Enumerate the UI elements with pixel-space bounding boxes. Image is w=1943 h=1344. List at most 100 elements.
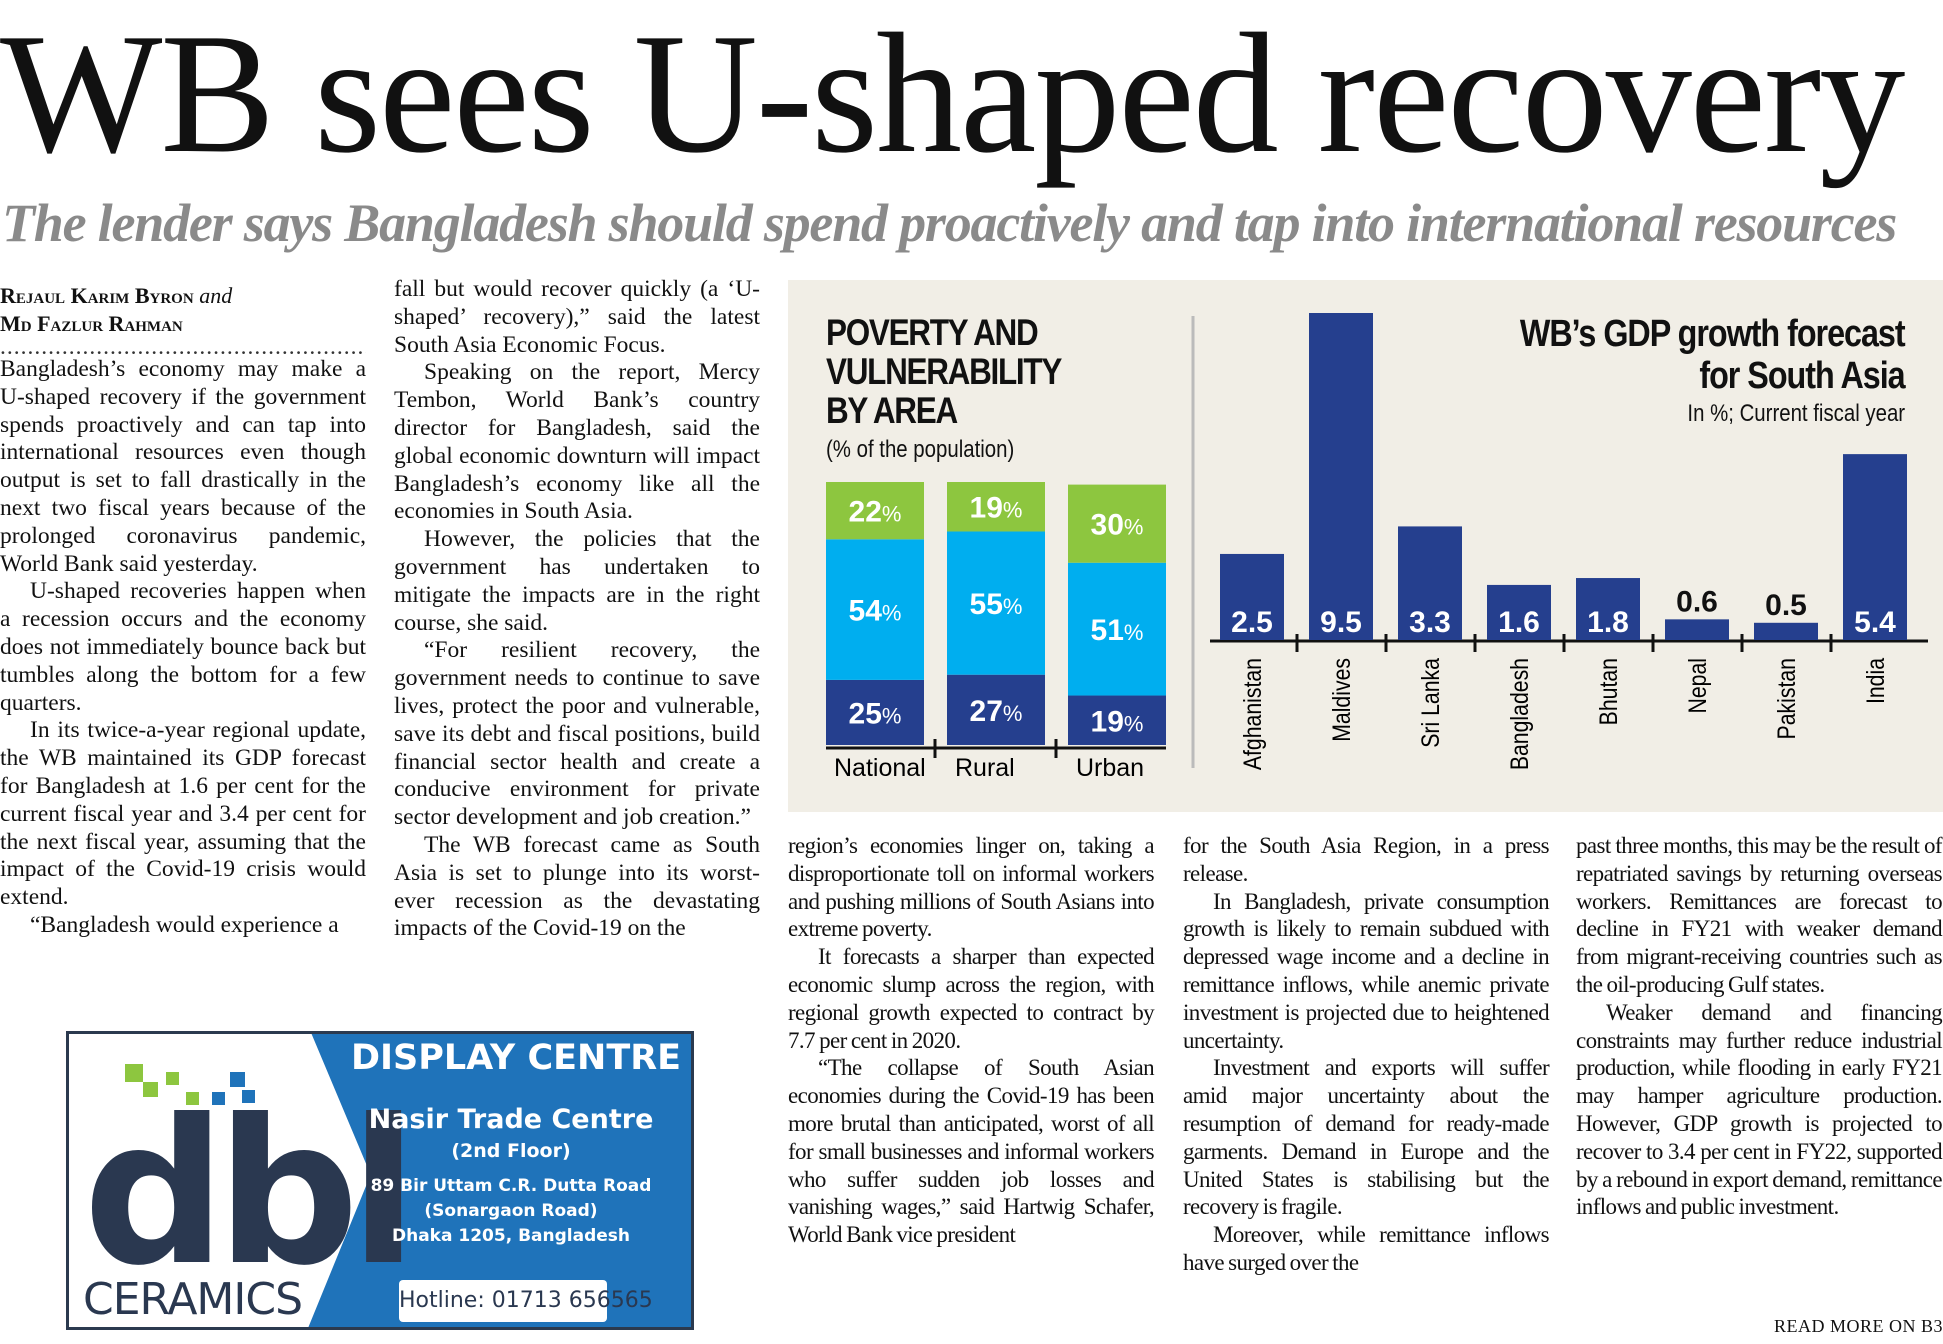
value-suffix: % (1003, 701, 1023, 726)
advert-address-line-2: (Sonargaon Road) (424, 1201, 598, 1221)
article-paragraph: fall but would recover quickly (a ‘U-sha… (394, 276, 760, 358)
value-number: 22 (849, 496, 882, 529)
value-suffix: % (1124, 620, 1144, 645)
dbl-ceramics-advert[interactable]: dbl CERAMICS DISPLAY CENTRE Nasir Trade … (66, 1031, 694, 1330)
article-paragraph: “The collapse of South Asian economies d… (788, 1055, 1155, 1248)
advert-hotline[interactable]: Hotline: 01713 656565 (399, 1280, 653, 1322)
value-number: 25 (849, 697, 882, 730)
infographic-panel: POVERTY AND VULNERABILITY BY AREA (% of … (788, 280, 1943, 812)
value-number: 30 (1091, 509, 1124, 542)
gdp-chart-title: WB’s GDP growth forecast for South Asia (1520, 313, 1906, 397)
gdp-country-label: Bhutan (1594, 658, 1622, 725)
dbl-logo-subtitle: CERAMICS (83, 1274, 303, 1325)
article-paragraph: Moreover, while remittance inflows have … (1183, 1222, 1550, 1275)
byline: Rejaul Karim Byron and Md Fazlur Rahman (0, 282, 366, 338)
poverty-bar-segment (1068, 562, 1166, 696)
article-column-3: region’s economies linger on, taking a d… (788, 832, 1155, 1249)
value-number: 19 (1091, 705, 1124, 738)
logo-square (212, 1092, 225, 1105)
gdp-bar (1398, 526, 1462, 640)
gdp-bar (1576, 578, 1640, 640)
gdp-country-label: Pakistan (1772, 658, 1800, 739)
value-number: 55 (970, 588, 1003, 621)
article-paragraph: U-shaped recoveries happen when a recess… (0, 578, 366, 716)
author-1: Rejaul Karim Byron (0, 283, 194, 308)
advert-floor: (2nd Floor) (451, 1140, 571, 1162)
poverty-chart-title: POVERTY AND VULNERABILITY BY AREA (826, 312, 1062, 431)
poverty-category-label: Rural (955, 754, 1015, 782)
gdp-value-label: 0.6 (1676, 585, 1718, 618)
value-number: 19 (970, 492, 1003, 525)
value-suffix: % (882, 502, 902, 527)
article-paragraph: “Bangladesh would experience a (30, 911, 339, 938)
gdp-value-label: 0.5 (1765, 589, 1807, 622)
headline: WB sees U-shaped recovery (0, 0, 1905, 189)
value-suffix: % (1124, 711, 1144, 736)
charts-canvas: 25%54%22%National27%55%19%Rural19%51%30%… (826, 313, 1928, 782)
article-paragraph: In its twice-a-year regional update, the… (0, 717, 366, 911)
article-paragraph: The WB forecast came as South Asia is se… (394, 831, 760, 942)
gdp-chart-subtitle: In %; Current fiscal year (1687, 400, 1905, 427)
gdp-bar (1309, 313, 1373, 640)
author-2: Md Fazlur Rahman (0, 311, 183, 336)
gdp-country-label: Maldives (1327, 658, 1355, 742)
poverty-bar-segment (947, 674, 1045, 745)
byline-separator: ........................................… (0, 338, 366, 356)
article-column-4: for the South Asia Region, in a press re… (1183, 832, 1550, 1277)
hotline-label: Hotline: (399, 1288, 485, 1313)
poverty-bar-segment (1068, 695, 1166, 745)
value-suffix: % (882, 703, 902, 728)
article-paragraph: region’s economies linger on, taking a d… (788, 833, 1155, 942)
gdp-title-line-2: for South Asia (1699, 355, 1906, 397)
poverty-bar-segment (947, 482, 1045, 532)
article-column-2: fall but would recover quickly (a ‘U-sha… (394, 276, 760, 943)
article-paragraph: past three months, this may be the resul… (1576, 833, 1943, 997)
poverty-value-label: 51% (1091, 614, 1144, 647)
poverty-bar-segment (826, 539, 924, 680)
gdp-value-label: 1.6 (1498, 606, 1540, 639)
gdp-value-label: 9.5 (1320, 606, 1362, 639)
logo-square (166, 1072, 179, 1085)
logo-square (143, 1082, 158, 1097)
gdp-value-label: 2.5 (1231, 606, 1273, 639)
advert-venue: Nasir Trade Centre (368, 1104, 654, 1135)
gdp-value-label: 3.3 (1409, 606, 1451, 639)
article-paragraph: Investment and exports will suffer amid … (1183, 1055, 1550, 1220)
article-paragraph: It forecasts a sharper than expected eco… (788, 944, 1155, 1053)
hotline-number: 01713 656565 (491, 1288, 653, 1313)
poverty-chart-subtitle: (% of the population) (826, 436, 1015, 463)
byline-joiner: and (199, 283, 233, 308)
read-more-link[interactable]: READ MORE ON B3 (1773, 1316, 1943, 1336)
poverty-value-label: 54% (849, 595, 902, 628)
article-paragraph: Bangladesh’s economy may make a U-shaped… (0, 356, 366, 577)
logo-square (125, 1064, 143, 1082)
value-number: 51 (1091, 614, 1124, 647)
gdp-country-label: Sri Lanka (1416, 658, 1444, 748)
value-number: 54 (849, 595, 883, 628)
advert-address-line-1: 89 Bir Uttam C.R. Dutta Road (370, 1176, 652, 1196)
poverty-category-label: National (834, 754, 926, 782)
value-suffix: % (882, 601, 902, 626)
gdp-bar (1487, 584, 1551, 640)
poverty-value-label: 19% (970, 492, 1023, 525)
value-suffix: % (1003, 594, 1023, 619)
poverty-value-label: 27% (970, 695, 1023, 728)
poverty-category-label: Urban (1076, 754, 1144, 782)
gdp-bar (1843, 454, 1907, 640)
value-number: 27 (970, 695, 1003, 728)
gdp-title-line-1: WB’s GDP growth forecast (1520, 313, 1906, 355)
logo-square (230, 1072, 245, 1087)
subheadline: The lender says Bangladesh should spend … (2, 193, 1897, 253)
gdp-value-label: 5.4 (1854, 606, 1896, 639)
article-paragraph: However, the policies that the governmen… (394, 526, 760, 636)
logo-square (242, 1090, 255, 1103)
article-paragraph: Weaker demand and financing constraints … (1576, 999, 1943, 1220)
article-paragraph: In Bangladesh, private consumption growt… (1183, 888, 1550, 1053)
gdp-country-label: Nepal (1683, 658, 1711, 713)
advert-address-line-3: Dhaka 1205, Bangladesh (392, 1226, 630, 1246)
article-paragraph: “For resilient recovery, the government … (394, 637, 760, 831)
article-column-5: past three months, this may be the resul… (1576, 832, 1943, 1221)
gdp-bar (1220, 553, 1284, 640)
logo-square (186, 1092, 199, 1105)
article-column-1: Rejaul Karim Byron and Md Fazlur Rahman … (0, 282, 366, 940)
